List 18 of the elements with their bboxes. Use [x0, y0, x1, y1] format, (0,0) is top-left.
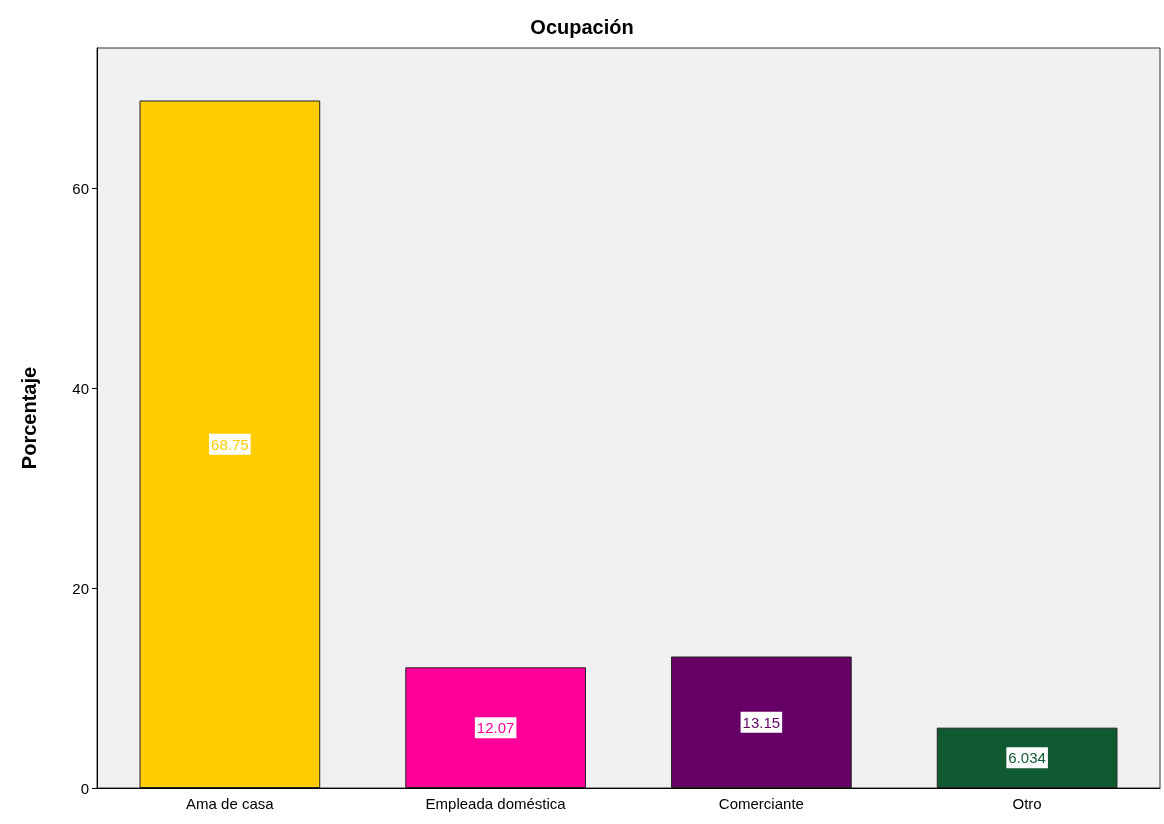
- bar: [139, 100, 321, 788]
- bar: [671, 656, 852, 788]
- data-label: 13.15: [742, 713, 781, 731]
- bar: [936, 727, 1118, 788]
- x-tick-label: Comerciante: [718, 795, 804, 812]
- y-tick-label: 40: [72, 379, 89, 397]
- x-tick-label: Ama de casa: [186, 795, 275, 812]
- y-tick-label: 20: [72, 579, 89, 597]
- y-axis-title: Porcentaje: [18, 366, 40, 470]
- x-tick-label: Empleada doméstica: [425, 795, 567, 812]
- x-tick-label: Otro: [1012, 795, 1042, 812]
- data-label: 6.034: [1008, 749, 1046, 767]
- chart-title: Ocupación: [530, 16, 634, 38]
- y-tick-label: 60: [72, 179, 89, 197]
- data-label: 12.07: [476, 719, 515, 737]
- data-label: 68.75: [211, 435, 249, 453]
- bar: [405, 667, 586, 788]
- y-tick-label: 0: [80, 779, 89, 797]
